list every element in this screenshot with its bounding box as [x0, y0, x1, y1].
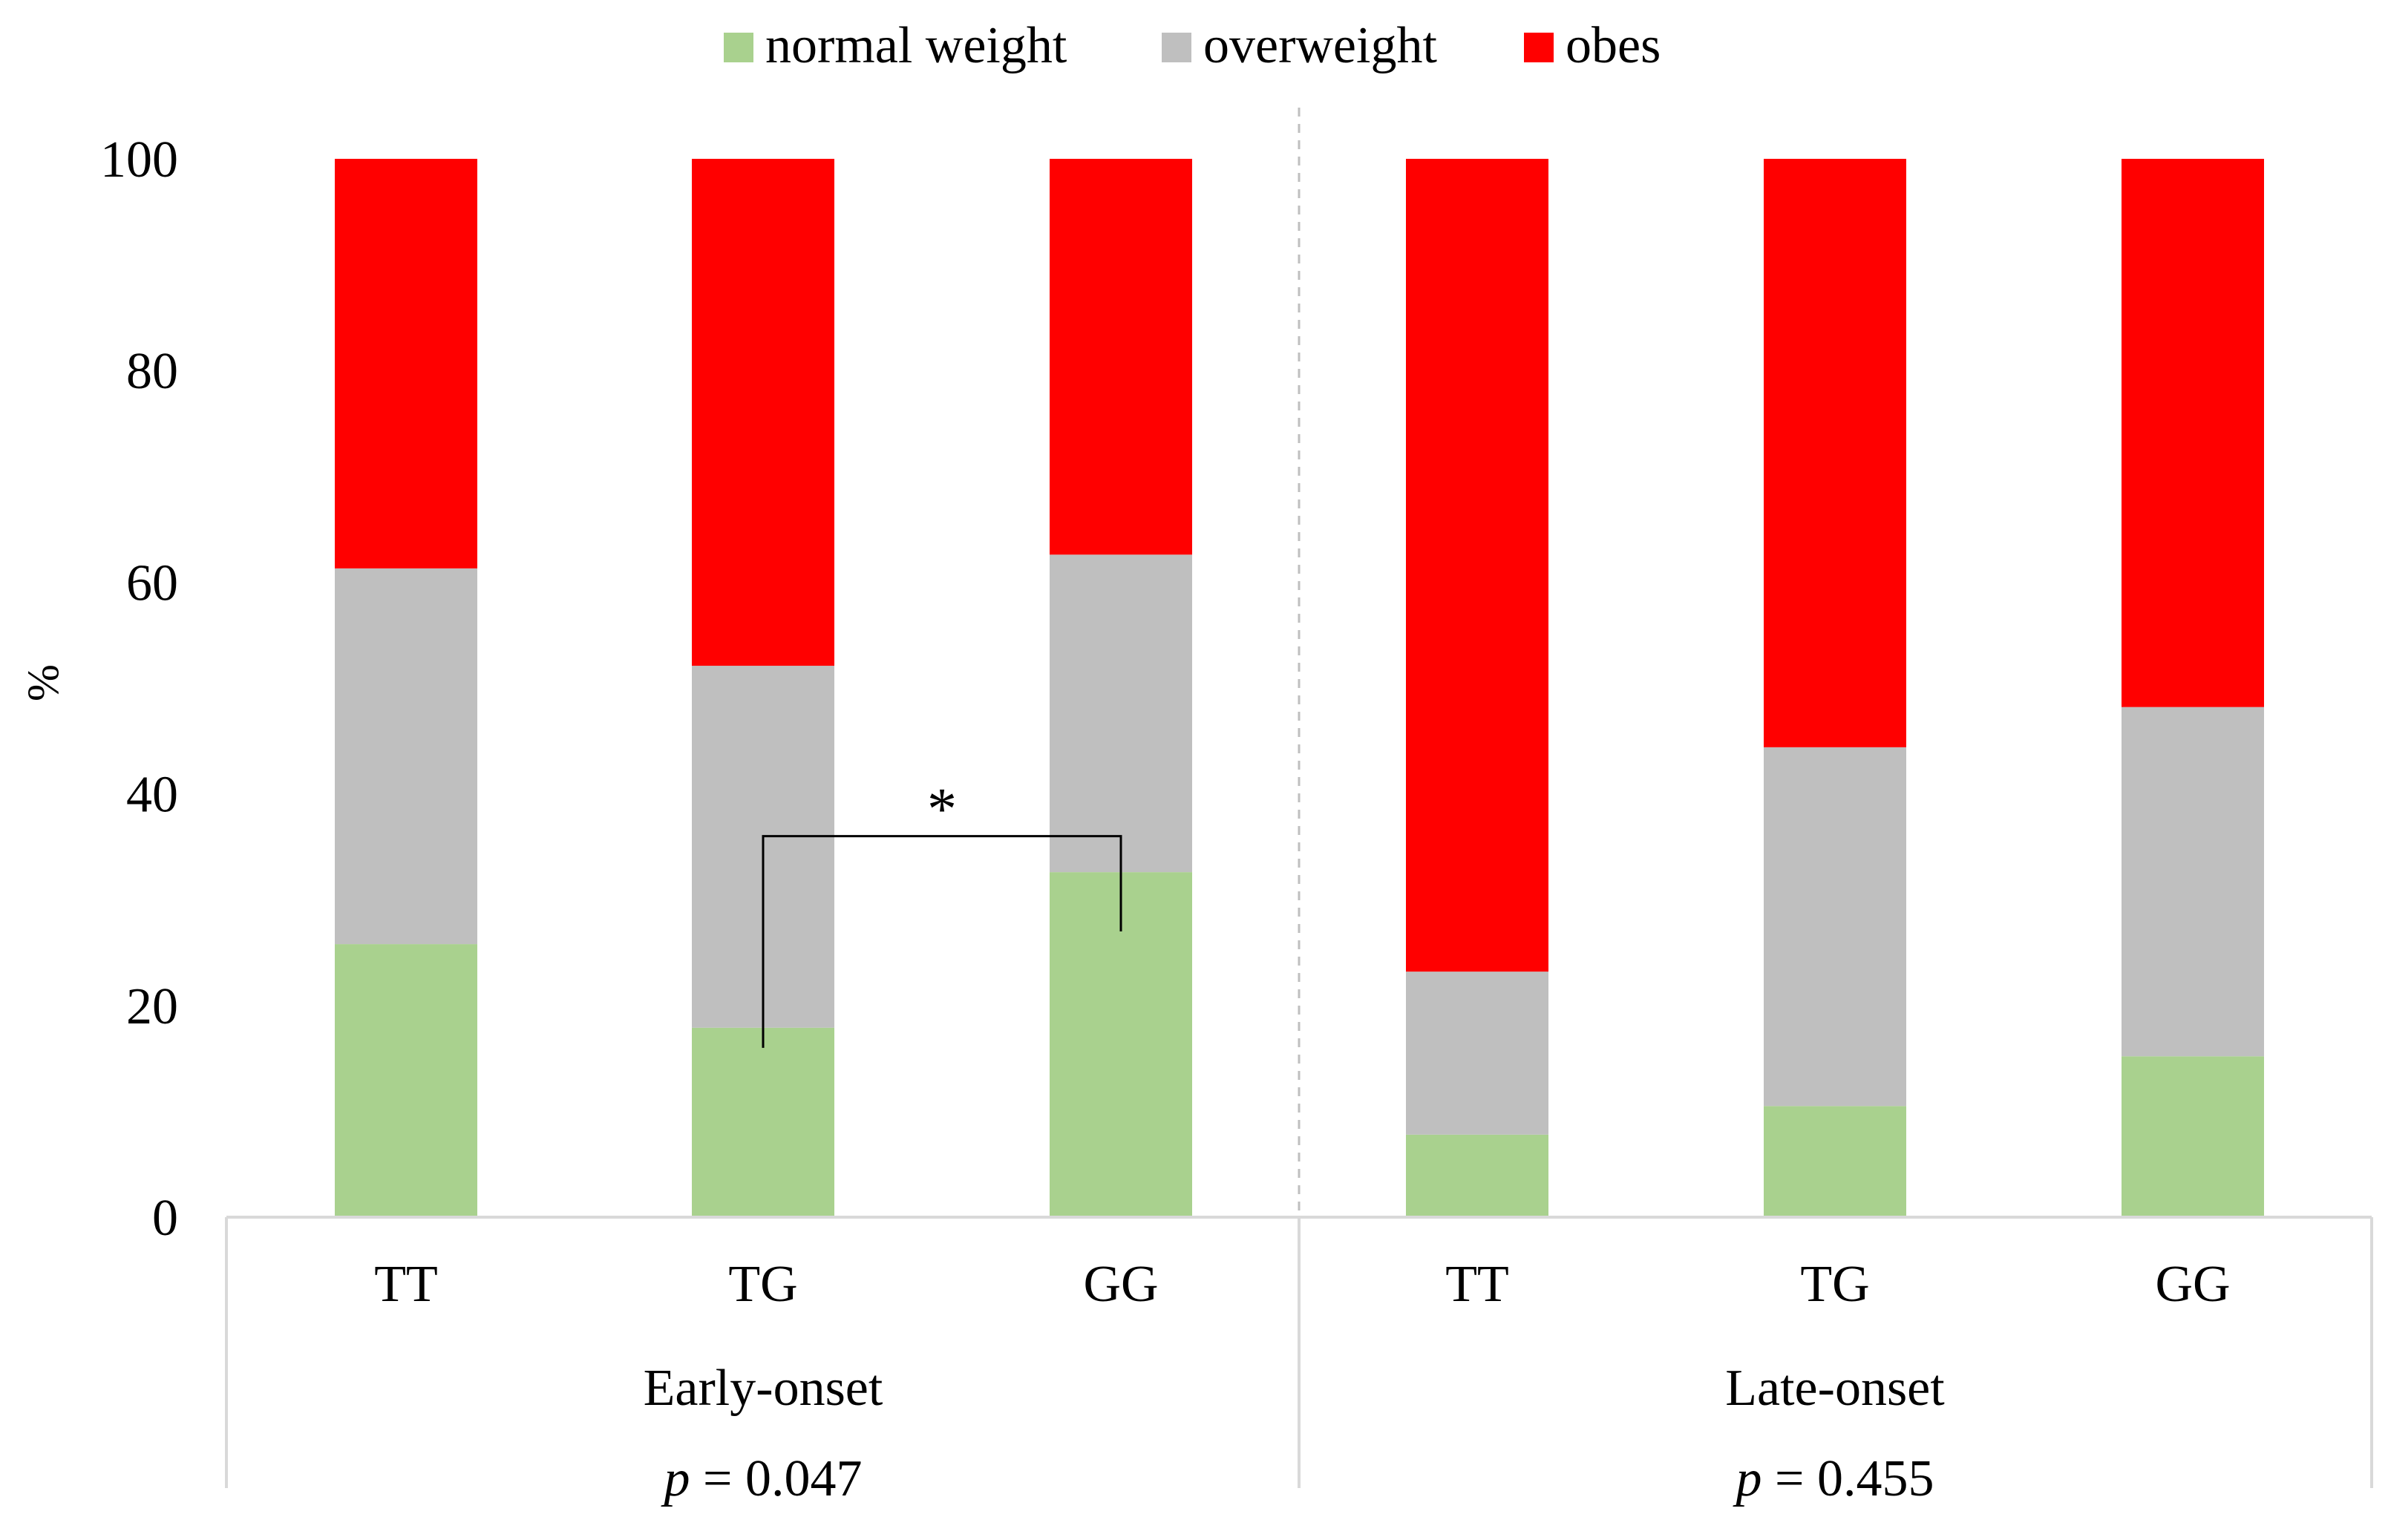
- bar-GG-normal-weight: [2122, 1056, 2264, 1217]
- bar-TG-obes: [692, 159, 834, 666]
- bar-TT-normal-weight: [335, 944, 477, 1217]
- x-axis-labels: TT TG GG TT TG GG Early-onset p = 0.047 Late-ons…: [374, 1256, 2230, 1507]
- y-tick-80: 80: [126, 343, 178, 400]
- x-tick-TG: TG: [728, 1256, 797, 1313]
- bar-TT-obes: [1406, 159, 1548, 972]
- bar-TG-overweight: [1764, 747, 1906, 1107]
- x-tick-TT: TT: [374, 1256, 438, 1313]
- bar-GG-obes: [2122, 159, 2264, 707]
- x-tick-GG: GG: [2155, 1256, 2230, 1313]
- legend-label-obes: obes: [1566, 17, 1661, 74]
- y-tick-40: 40: [126, 767, 178, 824]
- bar-TT-obes: [335, 159, 477, 569]
- bar-GG-overweight: [2122, 707, 2264, 1057]
- bar-TT-overweight: [1406, 971, 1548, 1135]
- y-axis-ticks: 0 20 40 60 80 100: [100, 131, 178, 1247]
- significance-star: *: [927, 777, 957, 842]
- bar-TG-obes: [1764, 159, 1906, 747]
- x-tick-TT: TT: [1445, 1256, 1509, 1313]
- y-tick-0: 0: [152, 1190, 178, 1247]
- y-tick-100: 100: [100, 131, 178, 189]
- group-label-Late-onset: Late-onset: [1725, 1360, 1945, 1417]
- bar-TG-normal-weight: [692, 1027, 834, 1217]
- y-tick-60: 60: [126, 554, 178, 612]
- legend-label-overweight: overweight: [1203, 17, 1437, 74]
- legend-label-normal-weight: normal weight: [765, 17, 1067, 74]
- bar-GG-obes: [1050, 159, 1192, 555]
- group-pvalue-Early-onset: p = 0.047: [661, 1450, 863, 1507]
- legend-swatch-obes: [1524, 33, 1554, 62]
- y-axis-label: %: [19, 664, 68, 701]
- annotations: *: [762, 777, 1122, 1048]
- bar-TG-normal-weight: [1764, 1106, 1906, 1217]
- group-pvalue-Late-onset: p = 0.455: [1733, 1450, 1934, 1507]
- y-tick-20: 20: [126, 978, 178, 1035]
- axes: [225, 108, 2373, 1488]
- legend-swatch-overweight: [1162, 33, 1191, 62]
- x-tick-GG: GG: [1083, 1256, 1158, 1313]
- bar-GG-overweight: [1050, 554, 1192, 873]
- bar-TT-overweight: [335, 568, 477, 945]
- group-label-Early-onset: Early-onset: [644, 1360, 883, 1417]
- x-tick-TG: TG: [1800, 1256, 1869, 1313]
- bar-TT-normal-weight: [1406, 1134, 1548, 1217]
- legend-swatch-normal-weight: [724, 33, 753, 62]
- significance-bracket: [762, 835, 1122, 1048]
- legend: normal weight overweight obes: [724, 17, 1661, 74]
